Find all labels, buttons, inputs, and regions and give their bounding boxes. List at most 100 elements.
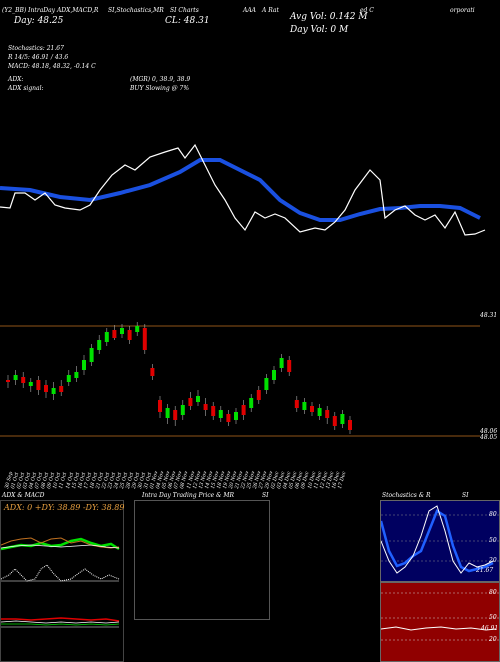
candle-body <box>325 410 330 418</box>
stochastics-panel: 80 50 20 21.67 <box>380 500 500 582</box>
header-symbol: AAA <box>243 7 256 14</box>
day-volume: Day Vol: 0 M <box>290 25 349 35</box>
mr-red-line <box>1 617 120 622</box>
candle-body <box>6 380 10 382</box>
moving-average-chart <box>0 143 486 236</box>
rsi-end-label: 46.91 <box>481 625 499 632</box>
stoch-tick-50: 50 <box>489 537 497 544</box>
candle-body <box>272 370 276 380</box>
stoch-d-line <box>381 505 494 574</box>
adx-white-line <box>1 544 120 549</box>
candle-body <box>188 398 193 406</box>
candle-body <box>218 410 223 418</box>
macd-readout: MACD: 48.18, 48.32, -0.14 C <box>8 63 96 70</box>
day-value: 48.25 <box>37 16 64 26</box>
candle-body <box>97 340 102 350</box>
candle-body <box>112 330 117 338</box>
candle-body <box>180 405 185 415</box>
close-label: CL: 48.31 <box>165 16 210 26</box>
header-title-mid: SI,Stochastics,MR <box>108 7 164 14</box>
day-label: Day: 48.25 <box>14 16 64 26</box>
adx-values: (MGR) 0, 38.9, 38.9 <box>130 76 191 83</box>
rsi-line <box>381 626 497 631</box>
rsi-panel: 80 50 20 46.91 <box>380 582 500 662</box>
intraday-panel <box>134 500 270 620</box>
candle-body <box>234 412 238 420</box>
price-bottom-label-2: 48.05 <box>480 434 498 441</box>
stoch-panel-si: SI <box>462 492 469 499</box>
candle-body <box>287 360 292 372</box>
candle-body <box>264 378 269 390</box>
candle-body <box>135 326 140 332</box>
candle-body <box>66 375 71 382</box>
candle-body <box>256 390 261 400</box>
intraday-panel-title: Intra Day Trading Price & MR <box>142 492 235 499</box>
candle-body <box>28 382 33 386</box>
candle-body <box>241 405 246 415</box>
candle-body <box>44 385 48 392</box>
rsi-readout: R 14/5: 46.91 / 43.6 <box>8 54 69 61</box>
stoch-tick-80: 80 <box>489 511 497 518</box>
adx-signal-label: ADX signal: <box>8 85 44 92</box>
candle-body <box>203 404 208 410</box>
stoch-end-label: 21.67 <box>476 567 494 574</box>
candle-body <box>211 406 216 416</box>
adx-label: ADX: <box>8 76 24 83</box>
candle-body <box>317 408 322 416</box>
price-top-label: 48.31 <box>480 312 498 319</box>
rsi-tick-80: 80 <box>489 589 497 596</box>
candle-body <box>21 377 26 383</box>
candle-body <box>294 400 299 408</box>
macd-dotted-line <box>1 564 120 582</box>
candle-body <box>249 398 254 408</box>
stoch-k-line <box>381 509 494 573</box>
header-company-part1: A Rat <box>262 7 279 14</box>
candle-body <box>226 414 231 422</box>
header-company-part2: ed C <box>360 7 374 14</box>
stoch-tick-20: 20 <box>489 557 497 564</box>
candle-body <box>165 408 170 418</box>
price-bottom-label-1: 48.06 <box>480 428 498 435</box>
candle-body <box>348 420 352 430</box>
header-company-part3: orporati <box>450 7 475 14</box>
candle-body <box>340 414 345 424</box>
candle-body <box>120 328 124 334</box>
candle-body <box>74 372 79 378</box>
adx-minus-line <box>1 537 120 549</box>
header-title-left: (Y2_BB) IntraDay ADX,MACD,R <box>2 7 99 14</box>
candle-body <box>302 402 307 410</box>
close-value: 48.31 <box>183 16 210 26</box>
candle-body <box>310 406 314 412</box>
mr-green-line <box>1 623 120 626</box>
price-line-white <box>0 143 486 236</box>
stoch-panel-title: Stochastics & R <box>382 492 431 499</box>
rsi-tick-20: 20 <box>489 636 497 643</box>
candle-body <box>150 368 155 376</box>
candle-body <box>142 328 147 350</box>
rsi-tick-50: 50 <box>489 614 497 621</box>
candle-body <box>158 400 162 412</box>
candle-body <box>36 380 41 390</box>
ma-line-blue <box>0 158 481 222</box>
header-title-mid2: SI Charts <box>170 7 199 14</box>
intraday-panel-si: SI <box>262 492 269 499</box>
candlestick-chart <box>0 322 480 437</box>
candle-body <box>104 332 109 342</box>
candle-body <box>82 360 86 370</box>
candle-body <box>127 330 132 340</box>
candle-body <box>279 358 284 368</box>
candle-body <box>173 410 178 420</box>
adx-panel-title: ADX & MACD <box>2 492 45 499</box>
candle-body <box>89 348 94 362</box>
buy-signal: BUY Slowing @ 7% <box>130 85 190 92</box>
candle-body <box>332 416 337 426</box>
mr-white-line <box>1 620 120 624</box>
candle-body <box>51 388 56 394</box>
stochastics-readout: Stochastics: 21.67 <box>8 45 64 52</box>
candle-body <box>59 386 64 392</box>
candle-body <box>13 375 18 380</box>
adx-macd-panel: ADX: 0 +DY: 38.89 -DY: 38.89 <box>0 500 124 662</box>
candle-body <box>196 396 200 402</box>
avg-volume: Avg Vol: 0.142 M <box>290 12 368 22</box>
adx-readout: ADX: 0 +DY: 38.89 -DY: 38.89 <box>4 503 125 512</box>
